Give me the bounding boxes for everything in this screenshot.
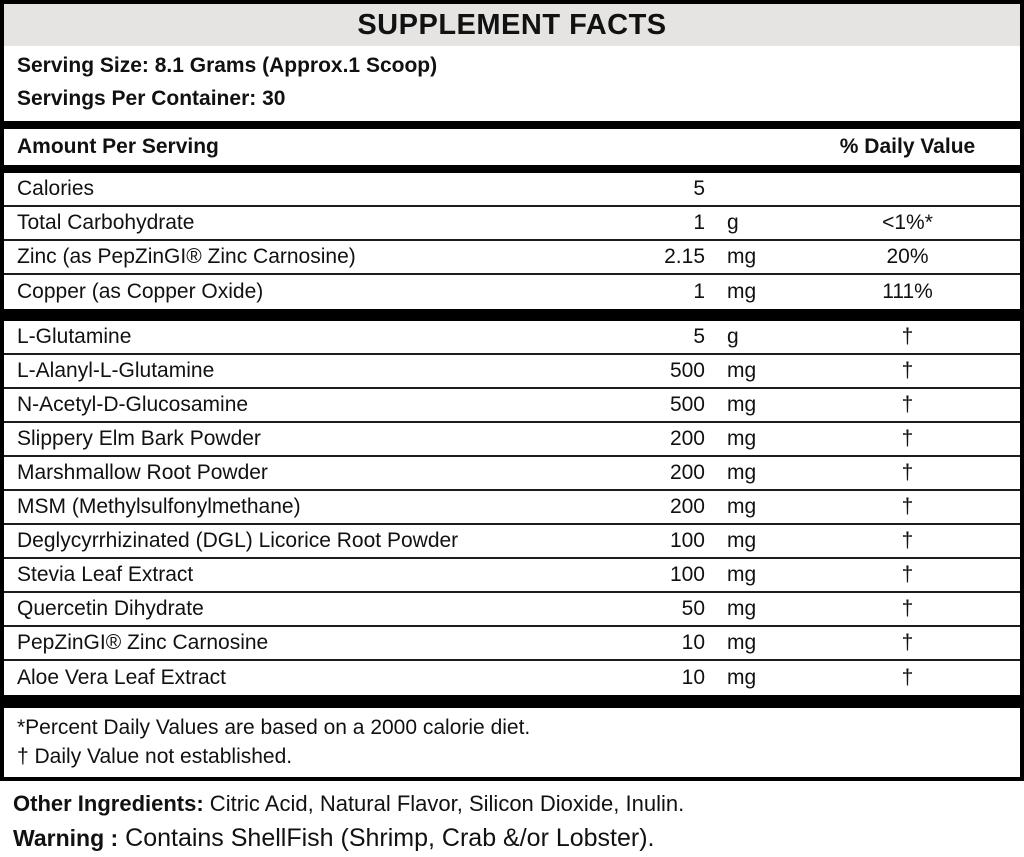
table-row: Zinc (as PepZinGI® Zinc Carnosine) 2.15 … xyxy=(4,241,1020,275)
serving-size-line: Serving Size: 8.1 Grams (Approx.1 Scoop) xyxy=(17,54,438,77)
panel-title: SUPPLEMENT FACTS xyxy=(4,4,1020,46)
table-row: PepZinGI® Zinc Carnosine 10 mg † xyxy=(4,627,1020,661)
ingredient-name: Zinc (as PepZinGI® Zinc Carnosine) xyxy=(17,245,356,268)
amount-unit: mg xyxy=(727,666,757,689)
footnotes: *Percent Daily Values are based on a 200… xyxy=(4,708,1020,777)
daily-value-header: % Daily Value xyxy=(839,135,976,158)
percent-dv-footnote: *Percent Daily Values are based on a 200… xyxy=(17,716,531,739)
table-row: Marshmallow Root Powder 200 mg † xyxy=(4,457,1020,491)
daily-value: † xyxy=(901,597,914,620)
amount-unit: mg xyxy=(727,427,757,450)
supplement-facts-panel: SUPPLEMENT FACTS Serving Size: 8.1 Grams… xyxy=(0,0,1024,781)
section-divider xyxy=(4,165,1020,173)
ingredient-name: Copper (as Copper Oxide) xyxy=(17,280,264,303)
other-ingredients-label: Other Ingredients: xyxy=(13,791,204,816)
ingredient-name: L-Alanyl-L-Glutamine xyxy=(17,359,215,382)
table-row: L-Glutamine 5 g † xyxy=(4,321,1020,355)
amount-value: 5 xyxy=(693,325,705,348)
amount-value: 1 xyxy=(693,211,705,234)
section-divider xyxy=(4,121,1020,129)
daily-value: † xyxy=(901,563,914,586)
amount-value: 10 xyxy=(681,666,705,689)
table-row: Quercetin Dihydrate 50 mg † xyxy=(4,593,1020,627)
below-panel-text: Other Ingredients: Citric Acid, Natural … xyxy=(0,781,1024,857)
ingredient-name: L-Glutamine xyxy=(17,325,132,348)
warning-label: Warning : xyxy=(13,825,119,851)
daily-value: † xyxy=(901,631,914,654)
amount-unit: g xyxy=(727,325,739,348)
warning-line: Warning : Contains ShellFish (Shrimp, Cr… xyxy=(13,820,1012,857)
ingredient-name: PepZinGI® Zinc Carnosine xyxy=(17,631,269,654)
table-row: Aloe Vera Leaf Extract 10 mg † xyxy=(4,661,1020,695)
table-row: L-Alanyl-L-Glutamine 500 mg † xyxy=(4,355,1020,389)
amount-value: 500 xyxy=(669,359,705,382)
ingredient-name: Slippery Elm Bark Powder xyxy=(17,427,261,450)
table-row: Calories 5 xyxy=(4,173,1020,207)
amount-value: 5 xyxy=(693,177,705,200)
daily-value: † xyxy=(901,427,914,450)
dagger-footnote: † Daily Value not established. xyxy=(17,745,293,768)
ingredient-name: Stevia Leaf Extract xyxy=(17,563,194,586)
servings-per-container-line: Servings Per Container: 30 xyxy=(17,87,286,110)
other-ingredients-text: Citric Acid, Natural Flavor, Silicon Dio… xyxy=(203,791,685,816)
daily-value: 20% xyxy=(886,245,929,268)
daily-value: 111% xyxy=(882,280,933,303)
amount-value: 500 xyxy=(669,393,705,416)
table-row: MSM (Methylsulfonylmethane) 200 mg † xyxy=(4,491,1020,525)
other-ingredients-line: Other Ingredients: Citric Acid, Natural … xyxy=(13,787,1012,820)
ingredient-name: Marshmallow Root Powder xyxy=(17,461,268,484)
warning-text: Contains ShellFish (Shrimp, Crab &/or Lo… xyxy=(118,824,655,852)
daily-value: † xyxy=(901,495,914,518)
daily-value: † xyxy=(901,529,914,552)
daily-value: <1%* xyxy=(882,211,933,234)
amount-value: 200 xyxy=(669,461,705,484)
daily-value: † xyxy=(901,359,914,382)
amount-unit: mg xyxy=(727,529,757,552)
amount-unit: mg xyxy=(727,280,757,303)
amount-value: 200 xyxy=(669,427,705,450)
nutrients-section: Calories 5 Total Carbohydrate 1 g <1%* Z… xyxy=(4,173,1020,309)
table-row: Deglycyrrhizinated (DGL) Licorice Root P… xyxy=(4,525,1020,559)
ingredient-name: Quercetin Dihydrate xyxy=(17,597,204,620)
amount-unit: mg xyxy=(727,495,757,518)
ingredient-name: Total Carbohydrate xyxy=(17,211,195,234)
table-row: Total Carbohydrate 1 g <1%* xyxy=(4,207,1020,241)
daily-value: † xyxy=(901,325,914,348)
table-header-row: Amount Per Serving % Daily Value xyxy=(4,129,1020,165)
serving-info: Serving Size: 8.1 Grams (Approx.1 Scoop)… xyxy=(4,46,1020,121)
daily-value: † xyxy=(901,393,914,416)
botanicals-section: L-Glutamine 5 g † L-Alanyl-L-Glutamine 5… xyxy=(4,321,1020,695)
amount-value: 1 xyxy=(693,280,705,303)
amount-value: 50 xyxy=(681,597,705,620)
ingredient-name: N-Acetyl-D-Glucosamine xyxy=(17,393,249,416)
amount-unit: g xyxy=(727,211,739,234)
table-row: N-Acetyl-D-Glucosamine 500 mg † xyxy=(4,389,1020,423)
amount-unit: mg xyxy=(727,563,757,586)
amount-value: 200 xyxy=(669,495,705,518)
amount-value: 2.15 xyxy=(664,245,705,268)
amount-value: 10 xyxy=(681,631,705,654)
amount-unit: mg xyxy=(727,359,757,382)
section-divider xyxy=(4,309,1020,321)
table-row: Copper (as Copper Oxide) 1 mg 111% xyxy=(4,275,1020,309)
section-divider xyxy=(4,695,1020,708)
ingredient-name: Calories xyxy=(17,177,95,200)
amount-value: 100 xyxy=(669,563,705,586)
table-row: Slippery Elm Bark Powder 200 mg † xyxy=(4,423,1020,457)
amount-value: 100 xyxy=(669,529,705,552)
ingredient-name: Aloe Vera Leaf Extract xyxy=(17,666,226,689)
ingredient-name: Deglycyrrhizinated (DGL) Licorice Root P… xyxy=(17,529,459,552)
daily-value: † xyxy=(901,666,914,689)
table-row: Stevia Leaf Extract 100 mg † xyxy=(4,559,1020,593)
amount-unit: mg xyxy=(727,461,757,484)
amount-unit: mg xyxy=(727,631,757,654)
amount-per-serving-header: Amount Per Serving xyxy=(17,135,219,158)
amount-unit: mg xyxy=(727,393,757,416)
amount-unit: mg xyxy=(727,245,757,268)
amount-unit: mg xyxy=(727,597,757,620)
daily-value: † xyxy=(901,461,914,484)
ingredient-name: MSM (Methylsulfonylmethane) xyxy=(17,495,301,518)
